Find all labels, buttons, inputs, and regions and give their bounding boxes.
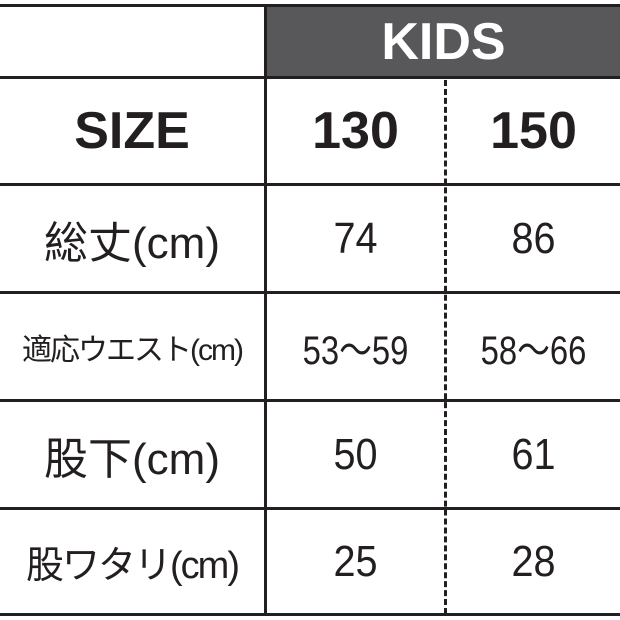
divider — [0, 76, 620, 79]
value-cell: 74 — [333, 213, 378, 263]
divider — [0, 291, 620, 294]
value-cell: 28 — [511, 536, 556, 586]
row-label-total-length: 総丈(cm) — [44, 218, 220, 268]
divider — [0, 507, 620, 510]
row-label-waist: 適応ウエスト(cm) — [22, 333, 244, 367]
divider — [0, 183, 620, 186]
size-150: 150 — [490, 102, 577, 160]
row-label-inseam: 股下(cm) — [44, 434, 220, 484]
value-cell: 61 — [511, 429, 556, 479]
divider — [0, 399, 620, 402]
value-cell: 53〜59 — [302, 328, 409, 373]
divider — [0, 4, 620, 7]
value-cell: 25 — [333, 536, 378, 586]
row-label-thigh-width: 股ワタリ(cm) — [26, 545, 240, 587]
value-cell: 58〜66 — [480, 328, 587, 373]
value-cell: 50 — [333, 429, 378, 479]
value-cell: 86 — [511, 213, 556, 263]
column-divider — [264, 4, 267, 616]
size-label: SIZE — [74, 102, 190, 160]
kids-header: KIDS — [267, 7, 620, 77]
divider — [0, 613, 620, 616]
size-130: 130 — [312, 102, 399, 160]
dashed-column-divider — [444, 80, 447, 614]
